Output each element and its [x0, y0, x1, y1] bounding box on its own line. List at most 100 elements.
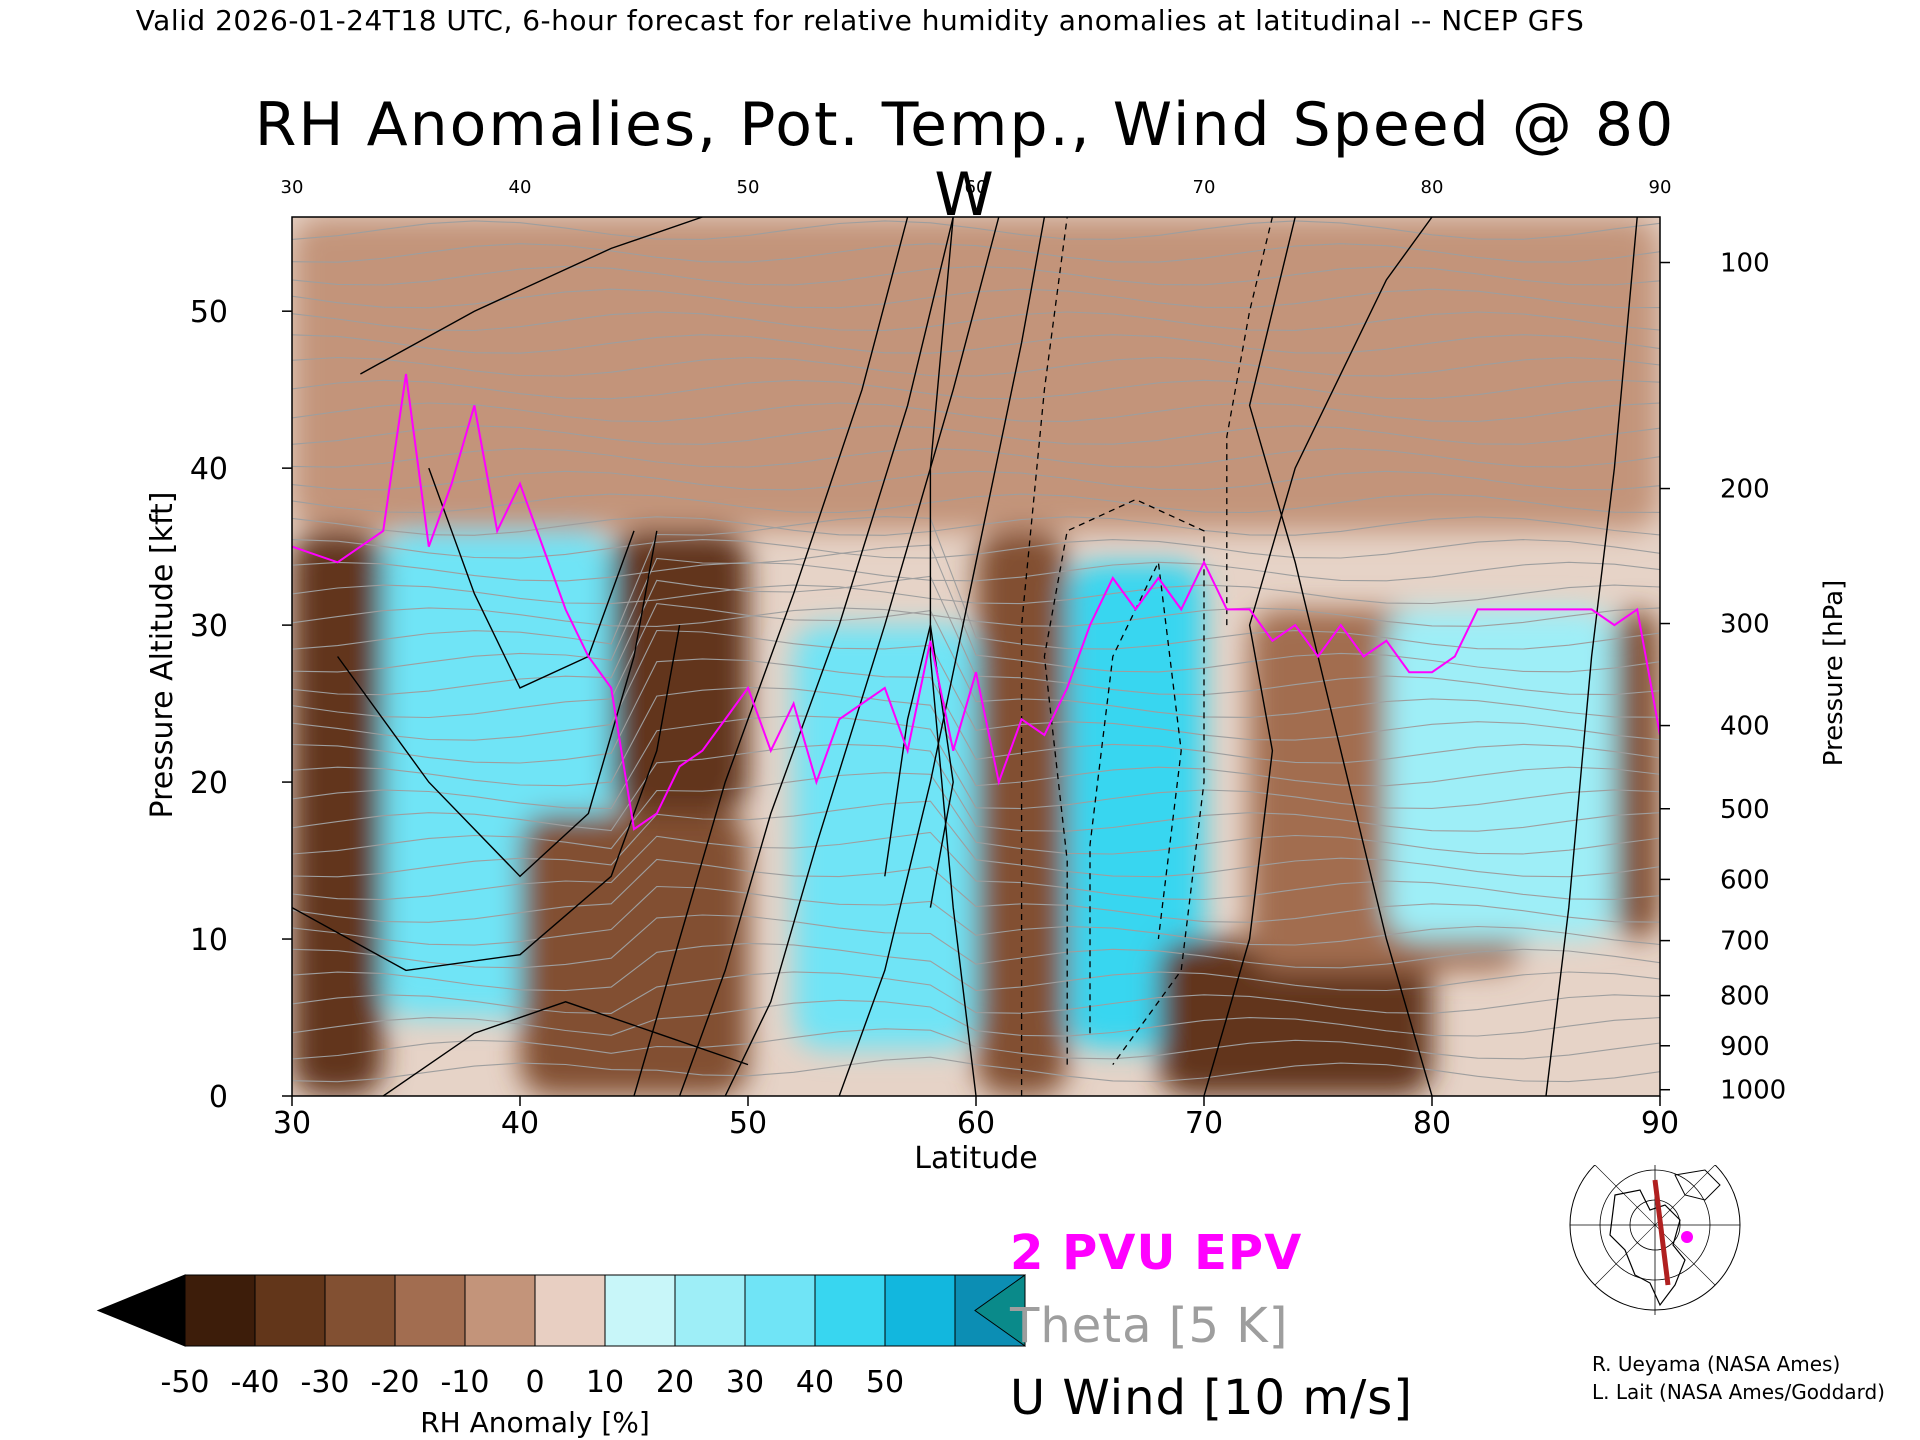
y-left-tick-label: 50 [190, 295, 228, 330]
colorbar-tick-label: 30 [726, 1365, 764, 1400]
rh-anomaly-region [292, 530, 384, 1096]
y-left-tick-label: 10 [190, 923, 228, 958]
theta-contour-line [292, 493, 1660, 514]
theta-contour-line [292, 447, 1660, 468]
x-top-tick-label: 60 [965, 177, 988, 198]
u-wind-contour-line [633, 217, 909, 1096]
x-tick-label: 60 [957, 1106, 995, 1141]
colorbar-swatch [464, 1274, 536, 1347]
x-top-tick-label: 30 [281, 177, 304, 198]
axes: 30 30 40 40 50 50 60 60 70 70 80 80 90 90 Latitude 0 10 2… [145, 177, 1849, 1176]
colorbar-tick-label: -50 [161, 1365, 210, 1400]
theta-contour-line [292, 658, 1660, 764]
colorbar-tick-label: 10 [586, 1365, 624, 1400]
x-tick-label: 30 [273, 1106, 311, 1141]
theta-contour-line [292, 561, 1660, 582]
u-wind-contour-line [337, 530, 658, 878]
u-wind-contour-line [1545, 217, 1638, 1096]
theta-contour-line [292, 607, 1660, 627]
theta-contour-line [292, 999, 1660, 1037]
rh-anomaly-heatmap [292, 217, 1660, 1096]
colorbar-swatch [814, 1274, 886, 1347]
colorbar-tick-label: -20 [371, 1365, 420, 1400]
theta-contour-line [292, 858, 1660, 923]
legend-epv: 2 PVU EPV [1010, 1225, 1303, 1281]
epv-2pvu-path [292, 373, 1660, 831]
x-top-tick-label: 50 [737, 177, 760, 198]
colorbar-tick-label: 20 [656, 1365, 694, 1400]
colorbar-swatch [534, 1274, 606, 1347]
colorbar-tick-label: 50 [866, 1365, 904, 1400]
u-wind-negative-contour [1226, 217, 1274, 626]
rh-anomaly-region [611, 530, 748, 814]
theta-contour-line [292, 243, 1660, 263]
x-top-tick-label: 40 [509, 177, 532, 198]
theta-contour-line [292, 379, 1660, 400]
theta-contour-line [292, 516, 1660, 650]
u-wind-contour-line [382, 1001, 749, 1096]
y-left-tick-label: 30 [190, 609, 228, 644]
u-wind-contour-line [838, 217, 1046, 1096]
credit-line-1: R. Ueyama (NASA Ames) [1592, 1352, 1841, 1376]
x-top-tick-label: 90 [1649, 177, 1672, 198]
colorbar-swatch [184, 1274, 256, 1347]
x-top-tick-label: 80 [1421, 177, 1444, 198]
theta-contour-line [292, 220, 1660, 240]
y-right-tick-label: 500 [1720, 795, 1770, 825]
theta-contour-line [292, 425, 1660, 445]
colorbar-tick-label: -40 [231, 1365, 280, 1400]
theta-contour-line [292, 334, 1660, 354]
theta-contour-line [292, 686, 1660, 787]
cross-section-track [1652, 1179, 1671, 1286]
colorbar-tick-label: 40 [796, 1365, 834, 1400]
epv-2pvu-line [292, 373, 1660, 831]
theta-contour-line [292, 516, 1660, 536]
theta-contour-line [292, 914, 1660, 969]
y-right-tick-label: 300 [1720, 610, 1770, 640]
u-wind-contour-line [929, 217, 977, 1096]
colorbar-tick-label: -30 [301, 1365, 350, 1400]
theta-contour-line [292, 356, 1660, 377]
colorbar-label: RH Anomaly [%] [420, 1406, 650, 1439]
theta-contour-line [292, 800, 1660, 878]
y-right-tick-label: 900 [1720, 1032, 1770, 1062]
y-left-tick-label: 40 [190, 452, 228, 487]
colorbar-swatch [674, 1274, 746, 1347]
chart-title: RH Anomalies, Pot. Temp., Wind Speed @ 8… [254, 90, 1676, 230]
theta-contour-line [292, 942, 1660, 992]
colorbar-swatch [324, 1274, 396, 1347]
rh-anomaly-region [520, 813, 748, 1096]
colorbar-swatch [884, 1274, 956, 1347]
x-axis-label: Latitude [914, 1141, 1037, 1176]
y-left-tick-label: 20 [190, 766, 228, 801]
u-wind-contours [292, 217, 1638, 1096]
u-wind-contour-line [724, 217, 1000, 1096]
colorbar-high-arrow [974, 1274, 1026, 1347]
y-right-tick-label: 200 [1720, 475, 1770, 505]
theta-contour-line [292, 971, 1660, 1014]
legend-theta: Theta [5 K] [1010, 1298, 1289, 1354]
colorbar-tick-label: -10 [441, 1365, 490, 1400]
rh-anomaly-region [1614, 609, 1660, 940]
theta-contour-line [292, 715, 1660, 810]
credit-line-2: L. Lait (NASA Ames/Goddard) [1592, 1380, 1885, 1404]
theta-contour-line [292, 772, 1660, 855]
u-wind-contour-line [678, 217, 954, 1096]
location-marker [1681, 1231, 1693, 1243]
x-tick-label: 40 [501, 1106, 539, 1141]
colorbar-swatch [254, 1274, 326, 1347]
x-tick-label: 80 [1413, 1106, 1451, 1141]
colorbar-swatch [604, 1274, 676, 1347]
theta-contour-line [292, 311, 1660, 332]
colorbar: -50 -40 -30 -20 -10 0 10 20 30 40 50 RH Anomaly [%] [96, 1274, 1026, 1439]
theta-contour-line [292, 539, 1660, 559]
x-tick-label: 90 [1641, 1106, 1679, 1141]
theta-contour-line [292, 544, 1660, 673]
theta-contour-line [292, 1028, 1660, 1060]
x-tick-label: 50 [729, 1106, 767, 1141]
rh-anomaly-region [292, 217, 1660, 531]
theta-contour-line [292, 1056, 1660, 1083]
rh-anomaly-region [1386, 609, 1615, 940]
y-right-tick-label: 100 [1720, 249, 1770, 279]
